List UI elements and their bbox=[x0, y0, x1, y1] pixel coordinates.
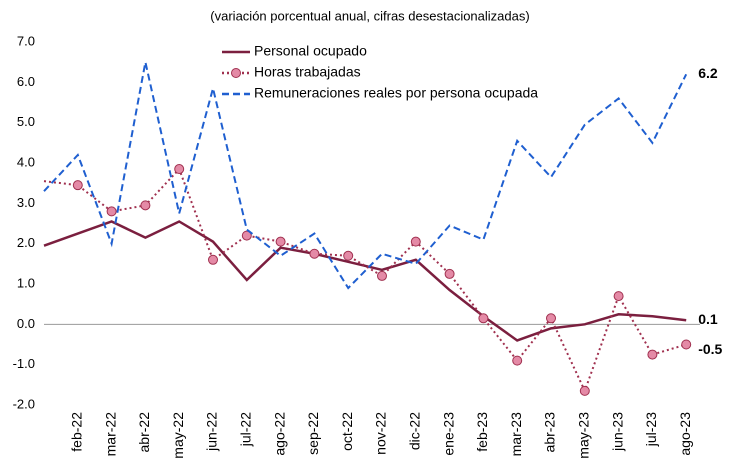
marker bbox=[444, 268, 455, 279]
y-tick-label: 0.0 bbox=[17, 316, 35, 331]
marker bbox=[478, 313, 489, 324]
legend-label: Horas trabajadas bbox=[254, 64, 361, 80]
y-tick-label: -1.0 bbox=[13, 356, 35, 371]
series-line bbox=[43, 220, 687, 342]
marker bbox=[647, 349, 658, 360]
marker bbox=[613, 291, 624, 302]
value-label: 0.1 bbox=[698, 311, 718, 327]
y-tick-label: 2.0 bbox=[17, 235, 35, 250]
marker bbox=[546, 313, 556, 324]
marker bbox=[579, 385, 590, 396]
x-tick-label: ago-22 bbox=[271, 412, 287, 456]
x-tick-label: mar-23 bbox=[508, 412, 524, 457]
legend-marker bbox=[231, 68, 241, 78]
legend-label: Remuneraciones reales por persona ocupad… bbox=[254, 85, 538, 101]
x-tick-label: abr-23 bbox=[542, 412, 558, 453]
marker bbox=[72, 180, 83, 191]
marker bbox=[681, 339, 692, 350]
series-line bbox=[43, 167, 687, 394]
x-tick-label: nov-22 bbox=[373, 412, 389, 455]
marker bbox=[343, 250, 354, 261]
marker bbox=[275, 236, 286, 247]
marker bbox=[140, 200, 151, 211]
x-tick-label: sep-22 bbox=[305, 412, 321, 455]
x-tick-label: may-23 bbox=[576, 412, 592, 459]
x-tick-label: oct-22 bbox=[339, 412, 355, 451]
y-tick-label: 3.0 bbox=[17, 195, 35, 210]
y-tick-label: 1.0 bbox=[17, 275, 35, 290]
marker bbox=[410, 236, 421, 247]
x-tick-label: ene-23 bbox=[440, 412, 456, 456]
x-tick-label: dic-22 bbox=[407, 412, 423, 450]
y-tick-label: -2.0 bbox=[13, 396, 35, 411]
legend-label: Personal ocupado bbox=[254, 43, 367, 59]
x-tick-label: abr-22 bbox=[136, 412, 152, 453]
value-label: 6.2 bbox=[698, 65, 718, 81]
value-label: -0.5 bbox=[698, 341, 722, 357]
x-tick-label: mar-22 bbox=[102, 412, 118, 457]
marker bbox=[174, 164, 185, 175]
x-tick-label: feb-23 bbox=[474, 412, 490, 452]
marker bbox=[106, 206, 117, 217]
chart-subtitle: (variación porcentual anual, cifras dese… bbox=[210, 8, 529, 23]
x-tick-label: ago-23 bbox=[677, 412, 693, 456]
y-tick-label: 5.0 bbox=[17, 114, 35, 129]
x-tick-label: jun-22 bbox=[204, 412, 220, 452]
x-tick-label: feb-22 bbox=[69, 412, 85, 452]
marker bbox=[208, 254, 218, 265]
x-tick-label: jun-23 bbox=[609, 412, 625, 452]
x-tick-label: jul-22 bbox=[238, 412, 254, 447]
y-tick-label: 6.0 bbox=[17, 74, 35, 89]
marker bbox=[512, 355, 523, 366]
marker bbox=[241, 230, 252, 241]
marker bbox=[377, 270, 387, 281]
y-tick-label: 7.0 bbox=[17, 33, 35, 48]
y-tick-label: 4.0 bbox=[17, 154, 35, 169]
x-tick-label: may-22 bbox=[170, 412, 186, 459]
x-tick-label: jul-23 bbox=[643, 412, 659, 447]
marker bbox=[309, 248, 320, 259]
series-line bbox=[43, 61, 688, 290]
